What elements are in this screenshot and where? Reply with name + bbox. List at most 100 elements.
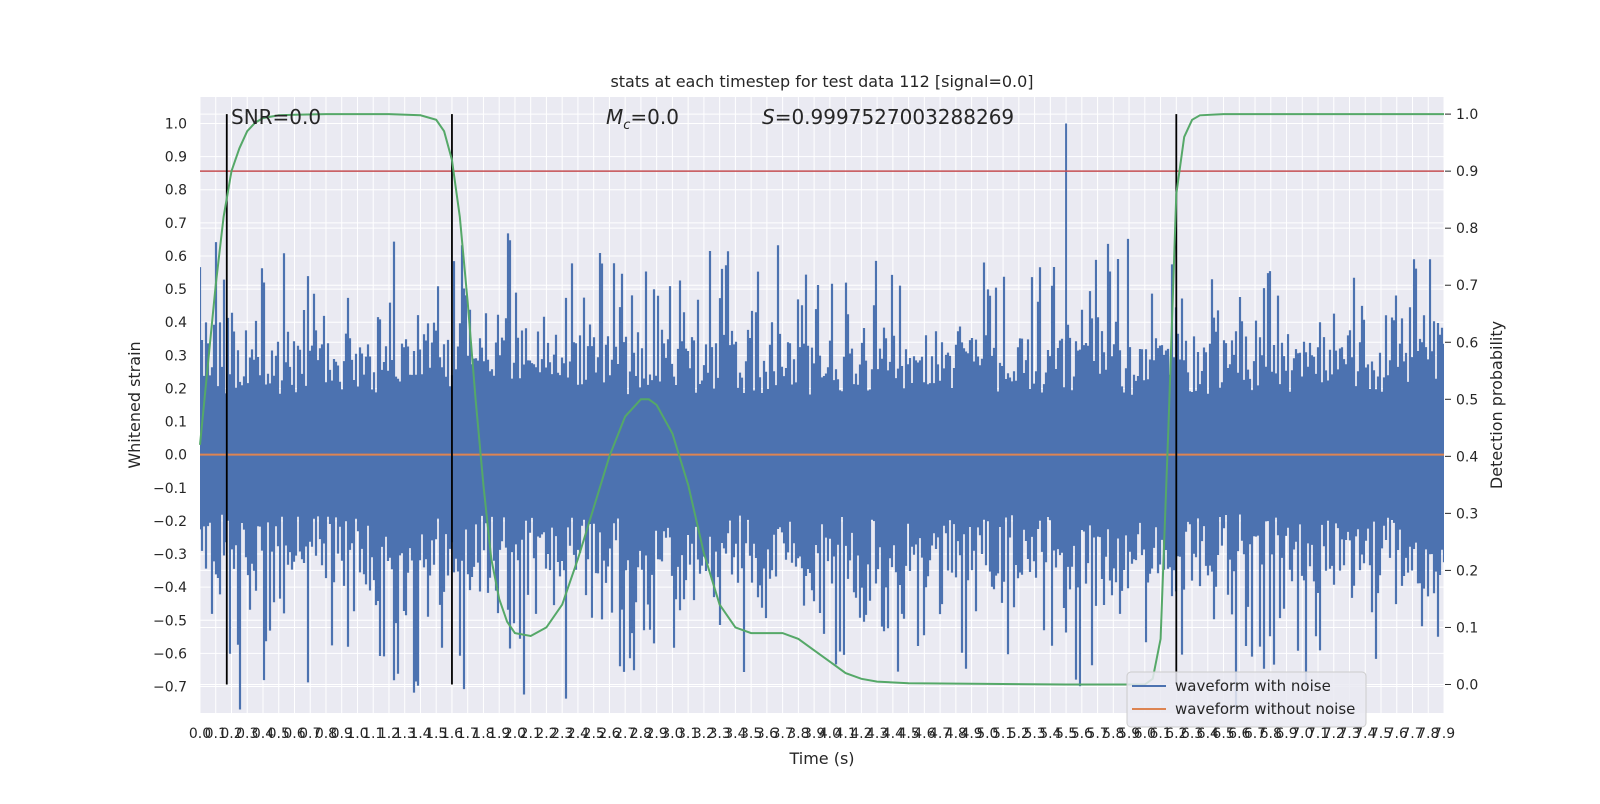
- y-tick-label-left: 0.8: [165, 183, 187, 199]
- x-tick-label: 3.6: [756, 726, 778, 742]
- x-tick-label: 0.4: [252, 726, 274, 742]
- legend-label-noise: waveform with noise: [1175, 677, 1331, 695]
- x-tick-label: 4.7: [929, 726, 951, 742]
- x-axis-label: Time (s): [788, 749, 854, 768]
- x-tick-label: 2.0: [504, 726, 526, 742]
- x-tick-label: 6.3: [1181, 726, 1203, 742]
- y-tick-label-left: −0.5: [153, 613, 187, 629]
- s-annotation: S=0.9997527003288269: [762, 105, 1014, 129]
- x-tick-label: 7.6: [1386, 726, 1408, 742]
- x-tick-label: 2.5: [583, 726, 605, 742]
- x-tick-label: 5.4: [1039, 726, 1061, 742]
- x-tick-label: 2.2: [535, 726, 557, 742]
- y-tick-label-left: 0.6: [165, 249, 187, 265]
- y-tick-label-right: 0.2: [1456, 563, 1478, 579]
- x-tick-label: 4.3: [866, 726, 888, 742]
- x-tick-label: 6.9: [1275, 726, 1297, 742]
- x-tick-label: 1.8: [472, 726, 494, 742]
- x-tick-label: 0.9: [331, 726, 353, 742]
- snr-annotation: SNR=0.0: [231, 105, 321, 129]
- y-axis-label-right: Detection probability: [1487, 321, 1506, 489]
- x-tick-label: 6.4: [1197, 726, 1219, 742]
- x-tick-label: 6.2: [1165, 726, 1187, 742]
- y-tick-label-right: 0.3: [1456, 506, 1478, 522]
- x-tick-label: 1.0: [346, 726, 368, 742]
- x-tick-label: 0.0: [189, 726, 211, 742]
- y-tick-label-right: 0.4: [1456, 449, 1478, 465]
- x-tick-label: 2.8: [630, 726, 652, 742]
- x-tick-label: 4.5: [897, 726, 919, 742]
- x-tick-label: 7.5: [1370, 726, 1392, 742]
- x-tick-label: 7.1: [1307, 726, 1329, 742]
- y-tick-label-right: 0.9: [1456, 164, 1478, 180]
- y-tick-label-left: −0.6: [153, 646, 187, 662]
- x-tick-label: 4.4: [882, 726, 904, 742]
- x-tick-label: 5.3: [1023, 726, 1045, 742]
- x-tick-label: 0.7: [299, 726, 321, 742]
- x-tick-label: 7.2: [1323, 726, 1345, 742]
- x-tick-label: 3.0: [661, 726, 683, 742]
- x-tick-label: 0.3: [236, 726, 258, 742]
- axes: 0.00.10.20.30.40.50.60.70.80.91.01.11.21…: [153, 107, 1478, 742]
- x-tick-label: 1.4: [409, 726, 431, 742]
- x-tick-label: 6.1: [1149, 726, 1171, 742]
- x-tick-label: 6.8: [1260, 726, 1282, 742]
- y-tick-label-right: 0.1: [1456, 620, 1478, 636]
- x-tick-label: 3.2: [693, 726, 715, 742]
- y-tick-label-right: 0.5: [1456, 392, 1478, 408]
- y-tick-label-left: 0.4: [165, 315, 187, 331]
- x-tick-label: 5.6: [1071, 726, 1093, 742]
- x-tick-label: 4.1: [834, 726, 856, 742]
- x-tick-label: 0.5: [268, 726, 290, 742]
- x-tick-label: 2.9: [646, 726, 668, 742]
- y-tick-label-left: 0.2: [165, 381, 187, 397]
- x-tick-label: 4.6: [913, 726, 935, 742]
- x-tick-label: 3.1: [677, 726, 699, 742]
- x-tick-label: 4.9: [960, 726, 982, 742]
- x-tick-label: 3.3: [709, 726, 731, 742]
- y-tick-label-left: −0.4: [153, 580, 187, 596]
- y-tick-label-left: 0.0: [165, 448, 187, 464]
- legend-box: [1126, 671, 1367, 728]
- y-tick-label-left: −0.2: [153, 514, 187, 530]
- y-tick-label-right: 0.6: [1456, 335, 1478, 351]
- x-tick-label: 1.1: [362, 726, 384, 742]
- x-tick-label: 3.4: [724, 726, 746, 742]
- x-tick-label: 6.7: [1244, 726, 1266, 742]
- x-tick-label: 5.5: [1055, 726, 1077, 742]
- x-tick-label: 5.0: [976, 726, 998, 742]
- x-tick-label: 3.7: [772, 726, 794, 742]
- x-tick-label: 4.0: [819, 726, 841, 742]
- x-tick-label: 2.3: [551, 726, 573, 742]
- s-symbol: S: [762, 105, 775, 129]
- x-tick-label: 1.2: [378, 726, 400, 742]
- y-tick-label-left: −0.1: [153, 481, 187, 497]
- x-tick-label: 5.8: [1102, 726, 1124, 742]
- x-tick-label: 3.8: [787, 726, 809, 742]
- x-tick-label: 2.4: [567, 726, 589, 742]
- y-axis-label-left: Whitened strain: [125, 341, 144, 468]
- legend: waveform with noise waveform without noi…: [1126, 671, 1367, 728]
- x-tick-label: 0.6: [283, 726, 305, 742]
- x-tick-label: 7.0: [1291, 726, 1313, 742]
- mc-value: =0.0: [630, 105, 679, 129]
- x-tick-label: 7.7: [1401, 726, 1423, 742]
- y-tick-label-left: 0.5: [165, 282, 187, 298]
- x-tick-label: 0.1: [205, 726, 227, 742]
- x-tick-label: 5.9: [1118, 726, 1140, 742]
- x-tick-label: 6.0: [1134, 726, 1156, 742]
- mc-symbol: M: [606, 105, 623, 129]
- y-tick-label-right: 0.7: [1456, 278, 1478, 294]
- mc-annotation: Mc=0.0: [606, 105, 679, 133]
- x-tick-label: 7.4: [1354, 726, 1376, 742]
- x-tick-label: 4.2: [850, 726, 872, 742]
- y-tick-label-left: 0.3: [165, 348, 187, 364]
- x-tick-label: 5.2: [1008, 726, 1030, 742]
- x-tick-label: 7.8: [1417, 726, 1439, 742]
- y-tick-label-left: 0.7: [165, 216, 187, 232]
- y-tick-label-left: 1.0: [165, 116, 187, 132]
- x-tick-label: 1.6: [441, 726, 463, 742]
- x-tick-label: 1.5: [425, 726, 447, 742]
- x-tick-label: 5.7: [1086, 726, 1108, 742]
